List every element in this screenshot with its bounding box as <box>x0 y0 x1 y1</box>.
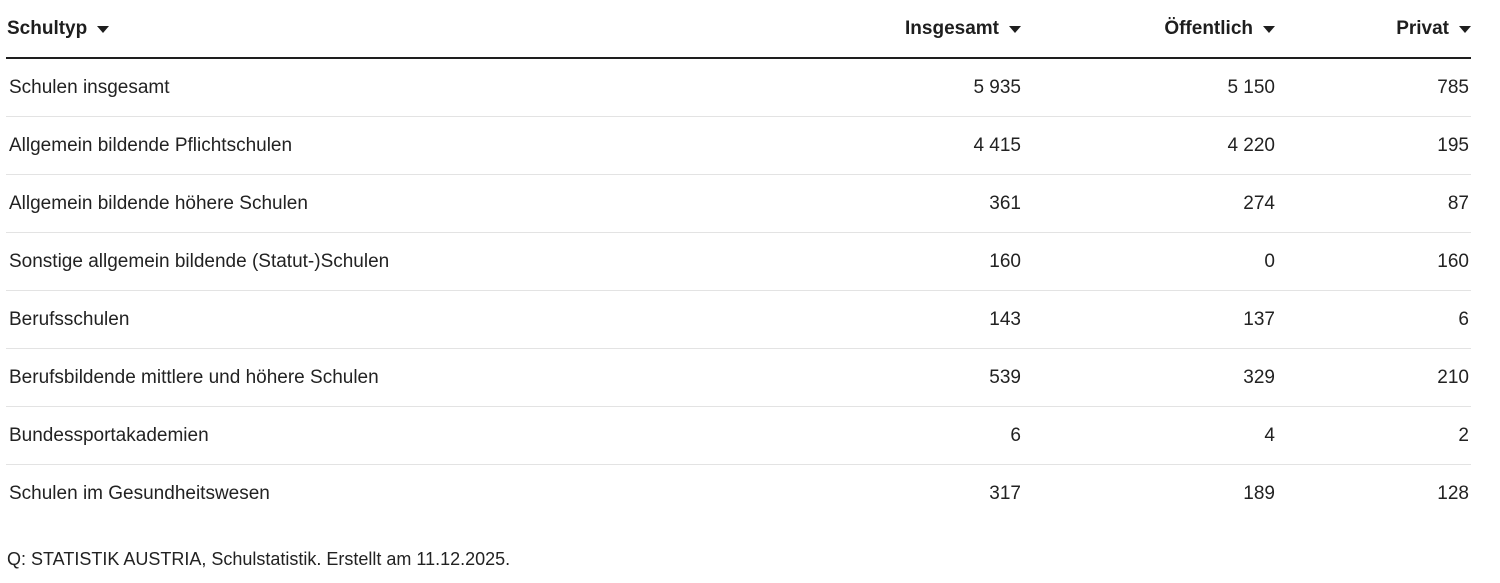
cell-oeffentlich: 4 <box>1021 406 1275 465</box>
cell-schultyp: Allgemein bildende höhere Schulen <box>6 174 786 233</box>
cell-oeffentlich: 329 <box>1021 348 1275 407</box>
cell-privat: 128 <box>1437 482 1469 504</box>
table-header-row: Schultyp Insgesamt Öffentlich <box>6 0 1471 59</box>
caret-down-icon <box>97 26 110 33</box>
cell-privat: 87 <box>1275 174 1471 233</box>
cell-insgesamt: 143 <box>786 290 1021 349</box>
column-header-oeffentlich[interactable]: Öffentlich <box>1021 0 1275 59</box>
cell-schultyp: Schulen insgesamt <box>6 58 786 117</box>
column-header-label: Schultyp <box>7 17 88 39</box>
cell-oeffentlich: 189 <box>1243 482 1275 504</box>
cell-privat: 2 <box>1275 406 1471 465</box>
cell-insgesamt: 160 <box>786 232 1021 291</box>
table-row: Allgemein bildende Pflichtschulen 4 415 … <box>6 116 1471 175</box>
table-row: Sonstige allgemein bildende (Statut-)Sch… <box>6 232 1471 291</box>
cell-insgesamt: 4 415 <box>786 116 1021 175</box>
cell-schultyp: Berufsschulen <box>6 290 786 349</box>
cell-insgesamt: 6 <box>786 406 1021 465</box>
schools-table-container: Schultyp Insgesamt Öffentlich <box>6 0 1471 522</box>
column-header-label: Öffentlich <box>1164 17 1253 39</box>
table-row: Schulen im Gesundheitswesen 317 189 128 <box>6 465 1471 523</box>
cell-oeffentlich: 274 <box>1021 174 1275 233</box>
cell-privat: 195 <box>1275 116 1471 175</box>
cell-oeffentlich: 137 <box>1021 290 1275 349</box>
cell-privat: 6 <box>1275 290 1471 349</box>
table-row: Berufsbildende mittlere und höhere Schul… <box>6 348 1471 407</box>
table-row: Bundessportakademien 6 4 2 <box>6 406 1471 465</box>
column-header-label: Privat <box>1396 17 1449 39</box>
cell-insgesamt: 539 <box>786 348 1021 407</box>
cell-privat: 785 <box>1275 58 1471 117</box>
cell-schultyp: Allgemein bildende Pflichtschulen <box>6 116 786 175</box>
schools-table: Schultyp Insgesamt Öffentlich <box>6 0 1471 522</box>
cell-schultyp: Berufsbildende mittlere und höhere Schul… <box>6 348 786 407</box>
column-header-label: Insgesamt <box>905 17 999 39</box>
cell-schultyp: Sonstige allgemein bildende (Statut-)Sch… <box>6 232 786 291</box>
table-row: Allgemein bildende höhere Schulen 361 27… <box>6 174 1471 233</box>
cell-insgesamt: 317 <box>989 482 1021 504</box>
sort-button-schultyp[interactable]: Schultyp <box>7 17 110 40</box>
sort-button-insgesamt[interactable]: Insgesamt <box>905 18 1021 40</box>
column-header-insgesamt[interactable]: Insgesamt <box>786 0 1021 59</box>
caret-down-icon <box>1009 26 1021 33</box>
cell-schultyp: Bundessportakademien <box>6 406 786 465</box>
cell-oeffentlich: 5 150 <box>1021 58 1275 117</box>
source-note: Q: STATISTIK AUSTRIA, Schulstatistik. Er… <box>7 549 511 569</box>
table-row: Berufsschulen 143 137 6 <box>6 290 1471 349</box>
cell-oeffentlich: 4 220 <box>1021 116 1275 175</box>
column-header-schultyp[interactable]: Schultyp <box>6 0 786 59</box>
column-header-privat[interactable]: Privat <box>1275 0 1471 59</box>
sort-button-oeffentlich[interactable]: Öffentlich <box>1164 18 1275 40</box>
caret-down-icon <box>1459 26 1471 33</box>
cell-oeffentlich: 0 <box>1021 232 1275 291</box>
cell-schultyp: Schulen im Gesundheitswesen <box>9 482 270 504</box>
cell-insgesamt: 361 <box>786 174 1021 233</box>
caret-down-icon <box>1263 26 1275 33</box>
cell-insgesamt: 5 935 <box>786 58 1021 117</box>
table-row: Schulen insgesamt 5 935 5 150 785 <box>6 58 1471 117</box>
cell-privat: 160 <box>1275 232 1471 291</box>
sort-button-privat[interactable]: Privat <box>1396 18 1471 40</box>
cell-privat: 210 <box>1275 348 1471 407</box>
